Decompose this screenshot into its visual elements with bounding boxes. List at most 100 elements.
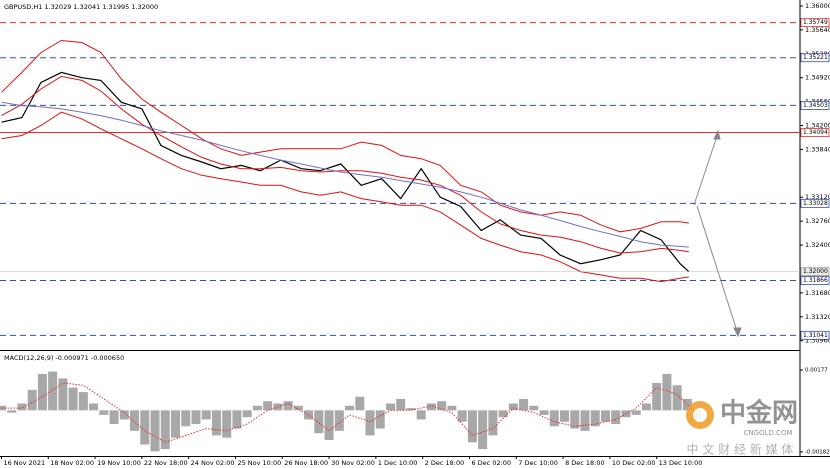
histogram-bar [119, 410, 129, 420]
slogan: 中 文 财 经 新 媒 体 [687, 442, 794, 457]
histogram-bar [549, 410, 559, 427]
histogram-bar [570, 410, 580, 429]
brand: 中金网 [720, 398, 798, 429]
histogram-bar [488, 410, 498, 436]
indicator-line [1, 75, 689, 254]
histogram-bar [652, 382, 662, 411]
x-tick-label: 10 Dec 02:00 [612, 459, 656, 467]
histogram-bar [191, 410, 201, 425]
x-tick-label: 26 Nov 18:00 [284, 459, 328, 467]
y-tick-label: 1.31680 [805, 289, 830, 297]
histogram-bar [160, 410, 170, 450]
level-box [800, 276, 830, 285]
histogram-bar [201, 410, 211, 420]
histogram-bar [600, 410, 610, 422]
chart-title: GBPUSD,H1 1.32029 1.32041 1.31995 1.3200… [4, 3, 158, 11]
logo-inner [693, 408, 707, 422]
histogram-bar [529, 405, 539, 411]
level-label: 1.35221 [803, 54, 828, 61]
histogram-bar [334, 410, 344, 431]
histogram-bar [396, 398, 406, 411]
histogram-bar [109, 410, 119, 425]
macd-title: MACD(12,26,9) -0.000971 -0.000650 [4, 354, 124, 362]
histogram-bar [89, 403, 99, 411]
histogram-bar [416, 410, 426, 420]
histogram-bar [181, 410, 191, 427]
histogram-bar [68, 387, 78, 411]
level-box [800, 128, 830, 137]
histogram-bar [355, 396, 365, 411]
histogram-bar [457, 410, 467, 422]
histogram-bar [560, 410, 570, 422]
histogram-bar [48, 371, 58, 411]
histogram-bar [314, 410, 324, 434]
histogram-bar [7, 410, 17, 413]
y-tick-label: 1.32760 [805, 217, 830, 225]
histogram-bar [171, 410, 181, 438]
histogram-bar [222, 410, 232, 438]
histogram-bar [590, 410, 600, 427]
histogram-bar [426, 403, 436, 411]
histogram-bar [375, 410, 385, 429]
level-label: 1.34094 [803, 129, 828, 136]
x-tick-label: 13 Dec 10:00 [659, 459, 703, 467]
histogram-bar [263, 401, 273, 411]
histogram-bar [467, 410, 477, 443]
price-line [1, 71, 690, 273]
histogram-bar [58, 378, 68, 411]
level-box [800, 53, 830, 63]
histogram-bar [17, 403, 27, 411]
x-tick-label: 24 Nov 02:00 [191, 459, 235, 467]
arrow-head [713, 129, 721, 140]
histogram-bar [641, 403, 651, 411]
projection-arrows [693, 129, 742, 338]
y-tick-label: 1.34200 [805, 122, 830, 130]
histogram-bar [631, 410, 641, 415]
y-tick-label: 0.00177 [805, 368, 828, 374]
x-tick-label: 6 Dec 02:00 [471, 459, 511, 467]
x-tick-label: 16 Nov 2021 [3, 459, 45, 467]
level-label: 1.33028 [803, 200, 828, 207]
x-tick-label: 25 Nov 10:00 [237, 459, 281, 467]
y-tick-label: 1.34920 [805, 74, 830, 82]
x-tick-label: 30 Nov 02:00 [331, 459, 375, 467]
arrow-down [696, 205, 738, 332]
level-label: 1.31041 [803, 332, 828, 339]
level-box [800, 198, 830, 208]
histogram-bar [293, 405, 303, 411]
histogram-bar [447, 405, 457, 411]
x-tick-label: 2 Dec 18:00 [425, 459, 465, 467]
indicator-line [1, 101, 689, 248]
site: CNGOLD.COM [743, 429, 792, 437]
y-tick-label: 1.35640 [805, 26, 830, 34]
y-tick-label: 1.33120 [805, 193, 830, 201]
histogram-bar [539, 410, 549, 415]
histogram-bar [283, 401, 293, 411]
histogram-bar [498, 410, 508, 418]
x-tick-label: 18 Nov 02:00 [50, 459, 94, 467]
histogram-bar [508, 403, 518, 411]
y-tick-label: -0.001824 [805, 449, 830, 455]
histogram-bar [324, 410, 334, 440]
histogram-bar [78, 392, 88, 411]
histogram-bar [478, 410, 488, 450]
y-tick-label: 1.32400 [805, 241, 830, 249]
level-box [800, 100, 830, 110]
macd-panel [0, 371, 703, 452]
histogram-bar [130, 410, 140, 431]
x-tick-label: 1 Dec 10:00 [378, 459, 418, 467]
histogram-bar [99, 410, 109, 415]
level-box [800, 330, 830, 340]
histogram-bar [662, 373, 672, 411]
histogram-bar [37, 373, 47, 411]
signal-line [1, 382, 698, 443]
arrow-up [693, 135, 718, 206]
histogram-bar [27, 389, 37, 411]
histogram-bar [150, 410, 160, 452]
histogram-bar [580, 410, 590, 431]
histogram-bar [611, 410, 621, 425]
histogram-bar [252, 405, 262, 411]
histogram-bar [140, 410, 150, 445]
y-tick-label: 1.30960 [805, 337, 830, 345]
